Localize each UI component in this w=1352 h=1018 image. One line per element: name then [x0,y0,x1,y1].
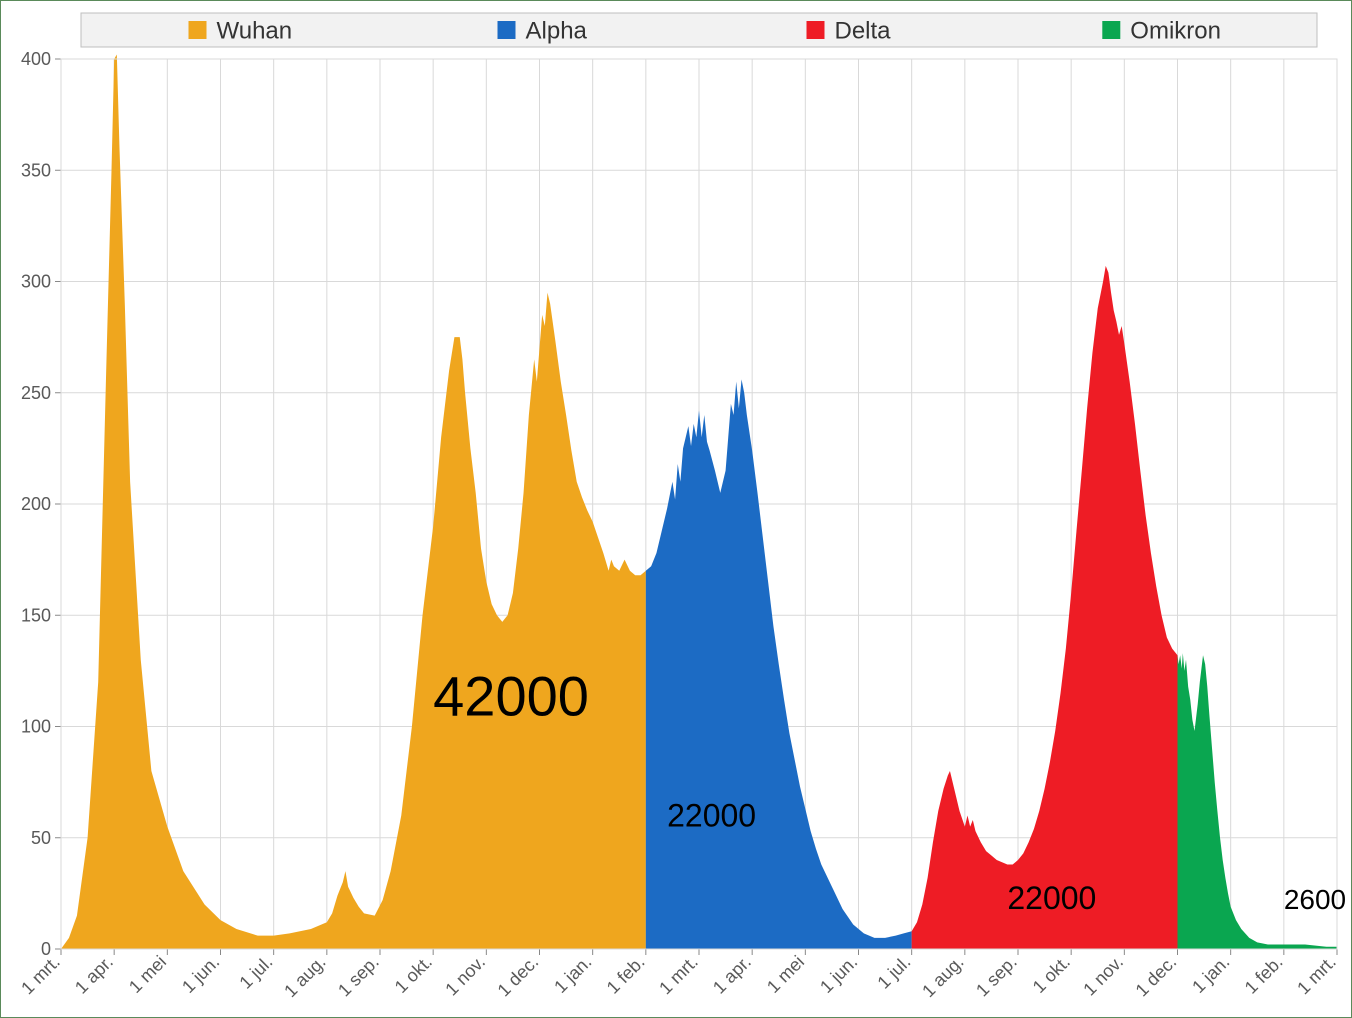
x-tick-label: 1 jun. [178,952,223,997]
x-tick-label: 1 jul. [235,952,276,993]
annotation: 42000 [433,664,589,727]
y-tick-label: 300 [21,272,51,292]
legend-swatch [1102,21,1120,39]
annotation: 2600 [1284,884,1346,915]
x-tick-label: 1 aug. [918,952,968,1002]
x-tick-label: 1 apr. [71,952,117,998]
x-tick-label: 1 feb. [603,952,649,998]
legend-label: Alpha [526,17,588,44]
y-tick-label: 50 [31,828,51,848]
y-tick-label: 100 [21,717,51,737]
x-tick-label: 1 mei [125,952,170,997]
y-tick-label: 200 [21,494,51,514]
x-tick-label: 1 jan. [1188,952,1233,997]
x-tick-label: 1 nov. [441,952,489,1000]
x-tick-label: 1 dec. [1132,952,1181,1001]
x-tick-label: 1 jan. [550,952,595,997]
variant-area-chart: 1 mrt.1 apr.1 mei1 jun.1 jul.1 aug.1 sep… [0,0,1352,1018]
x-tick-label: 1 okt. [1029,952,1074,997]
y-tick-label: 350 [21,160,51,180]
legend-label: Delta [835,17,892,44]
y-tick-label: 0 [41,939,51,959]
y-tick-label: 250 [21,383,51,403]
legend-swatch [807,21,825,39]
x-tick-label: 1 nov. [1079,952,1127,1000]
x-tick-label: 1 mrt. [655,952,702,999]
annotation: 22000 [1007,880,1096,916]
x-tick-label: 1 okt. [391,952,436,997]
legend-label: Wuhan [217,17,293,44]
legend-swatch [189,21,207,39]
x-tick-label: 1 sep. [972,952,1021,1001]
y-tick-label: 400 [21,49,51,69]
x-tick-label: 1 jun. [816,952,861,997]
x-tick-label: 1 sep. [334,952,383,1001]
x-tick-label: 1 mei [763,952,808,997]
x-tick-label: 1 mrt. [1293,952,1340,999]
x-tick-label: 1 dec. [494,952,543,1001]
legend-swatch [498,21,516,39]
x-tick-label: 1 feb. [1241,952,1287,998]
x-tick-label: 1 jul. [873,952,914,993]
legend-label: Omikron [1130,17,1221,44]
y-tick-label: 150 [21,605,51,625]
x-tick-label: 1 aug. [280,952,330,1002]
annotation: 22000 [667,798,756,834]
chart-svg: 1 mrt.1 apr.1 mei1 jun.1 jul.1 aug.1 sep… [1,1,1351,1017]
x-tick-label: 1 apr. [709,952,755,998]
